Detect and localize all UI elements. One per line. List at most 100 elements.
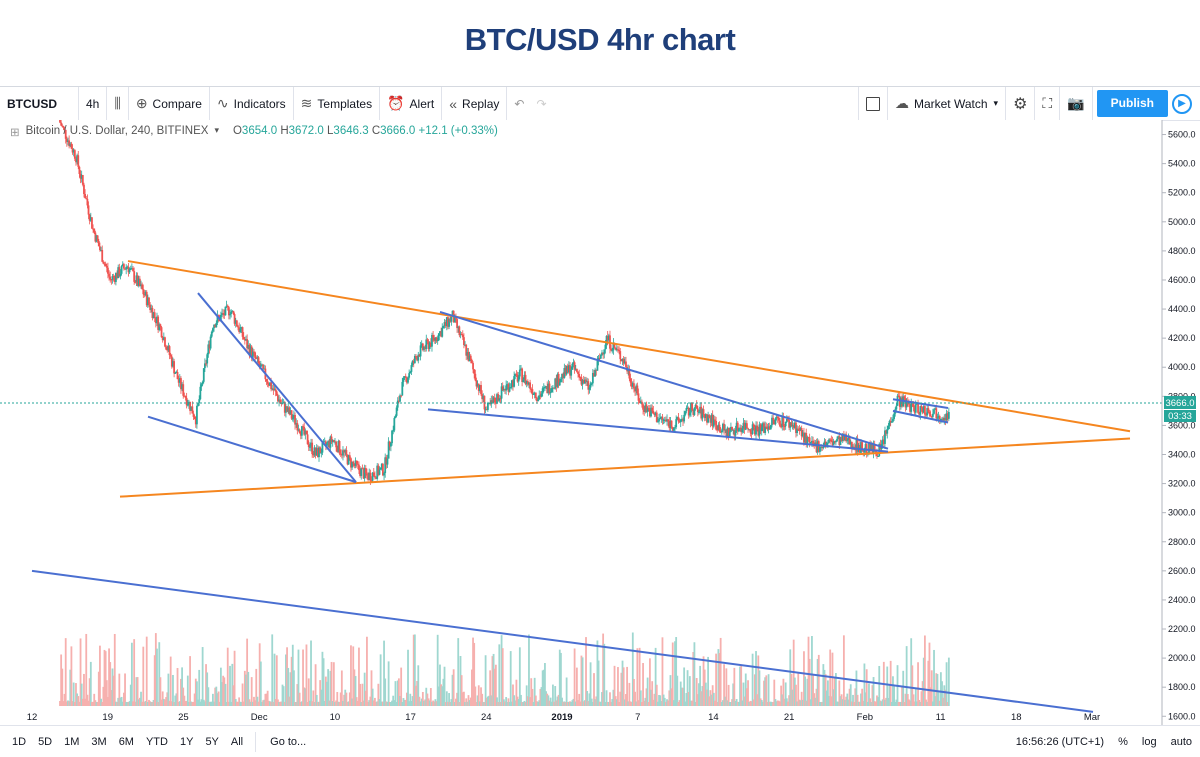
templates-button[interactable]: ≋ Templates (294, 87, 381, 120)
trendline-blue-lower-2[interactable] (427, 408, 889, 453)
candle-body (620, 359, 623, 362)
candle-body (590, 383, 593, 385)
candle-body (768, 426, 771, 430)
candle-body (148, 297, 150, 305)
indicators-button[interactable]: ∿ Indicators (210, 87, 294, 120)
candle-body (437, 333, 440, 341)
replay-button[interactable]: «Replay (442, 87, 508, 120)
range-ytd[interactable]: YTD (145, 735, 168, 748)
candle-body (728, 431, 731, 437)
candle-body (821, 447, 824, 449)
goto-button[interactable]: Go to... (255, 731, 320, 752)
range-3m[interactable]: 3M (91, 735, 107, 748)
candle-body (461, 334, 464, 338)
volume-bar (831, 652, 834, 706)
candle-body (399, 395, 401, 402)
range-6m[interactable]: 6M (118, 735, 134, 748)
redo-icon[interactable]: ↷ (536, 96, 547, 111)
candle-body (579, 377, 582, 379)
volume-bar (213, 701, 215, 706)
candle-body (331, 439, 334, 443)
settings-button[interactable]: ⚙ (1006, 87, 1036, 120)
square-icon (865, 96, 880, 111)
candle-body (360, 468, 363, 476)
volume-bar (663, 697, 666, 706)
legend-chevron-icon[interactable]: ▾ (214, 125, 219, 135)
volume-bar (458, 701, 461, 706)
volume-bar (393, 700, 396, 706)
trendline-volume-trend[interactable] (31, 569, 1094, 713)
alert-button[interactable]: ⏰ Alert (380, 87, 443, 120)
candle-body (886, 429, 889, 434)
volume-bar (854, 688, 857, 706)
volume-bar (756, 694, 759, 706)
fullscreen-box-button[interactable] (857, 87, 888, 120)
legend-toggle-icon[interactable]: ⊞ (10, 127, 20, 139)
candle-body (860, 442, 862, 453)
volume-bar (935, 673, 938, 706)
market-watch-button[interactable]: ☁ Market Watch ▾ (888, 87, 1007, 120)
play-icon[interactable]: ▶ (1172, 93, 1192, 114)
volume-bar (182, 687, 185, 706)
volume-bar (586, 690, 589, 706)
price-chart[interactable]: 5600.05400.05200.05000.04800.04600.04400… (0, 120, 1200, 725)
candle-body (426, 339, 429, 342)
trendline-wedge-blue-upper[interactable] (197, 292, 357, 483)
trendline-upper-orange[interactable] (127, 260, 1131, 433)
chart-type-button[interactable]: ⫼ (107, 87, 129, 120)
candle-body (237, 326, 239, 328)
range-all[interactable]: All (230, 735, 244, 748)
volume-bar (254, 700, 257, 706)
candle-body (801, 432, 804, 437)
bottom-right: 16:56:26 (UTC+1) % log auto (1016, 726, 1192, 757)
volume-bar (838, 680, 841, 706)
volume-bar (716, 701, 719, 706)
undo-icon[interactable]: ↶ (514, 96, 525, 111)
gear-icon: ⚙ (1013, 95, 1028, 113)
volume-bar (574, 701, 577, 706)
range-5y[interactable]: 5Y (205, 735, 219, 748)
candle-body (421, 343, 424, 350)
trendline-blue-upper-2[interactable] (439, 311, 889, 450)
trendline-wedge-blue-lower[interactable] (147, 415, 357, 484)
volume-bar (168, 700, 171, 706)
fullscreen-button[interactable]: ⛶ (1035, 87, 1061, 120)
symbol-search[interactable]: BTCUSD (0, 87, 79, 120)
y-tick-label: 2800.0 (1168, 537, 1196, 547)
range-1y[interactable]: 1Y (179, 735, 194, 748)
candle-body (587, 381, 590, 390)
compare-button[interactable]: ⊕ Compare (129, 87, 210, 120)
snapshot-button[interactable]: 📷 (1060, 87, 1093, 120)
volume-bar (761, 701, 764, 706)
x-tick-label: 24 (481, 712, 492, 723)
candle-body (571, 363, 574, 370)
candle-body (405, 377, 408, 383)
volume-bar (768, 701, 771, 706)
candle-body (856, 439, 859, 452)
log-toggle[interactable]: log (1141, 735, 1157, 748)
candle-body (688, 412, 691, 416)
candle-body (547, 383, 550, 394)
candle-body (142, 289, 145, 295)
legend-title[interactable]: Bitcoin / U.S. Dollar, 240, BITFINEX (25, 125, 209, 137)
trendline-flag-lower[interactable] (892, 409, 949, 424)
candle-body (678, 421, 681, 423)
candle-body (250, 346, 253, 358)
publish-button[interactable]: Publish (1096, 90, 1168, 117)
symbol-label: BTCUSD (7, 96, 57, 111)
interval-button[interactable]: 4h (79, 87, 108, 120)
trendline-flag-upper[interactable] (892, 398, 949, 409)
range-1m[interactable]: 1M (64, 735, 80, 748)
auto-toggle[interactable]: auto (1170, 735, 1192, 748)
trendline-lower-orange[interactable] (119, 437, 1131, 498)
volume-bar (466, 701, 469, 706)
range-5d[interactable]: 5D (38, 735, 53, 748)
volume-bar (126, 701, 129, 706)
volume-bar (380, 701, 383, 706)
volume-bar (781, 694, 784, 706)
candle-body (753, 427, 756, 435)
volume-bar (173, 701, 176, 706)
range-1d[interactable]: 1D (12, 735, 27, 748)
percent-toggle[interactable]: % (1118, 735, 1128, 748)
candle-body (536, 397, 538, 402)
